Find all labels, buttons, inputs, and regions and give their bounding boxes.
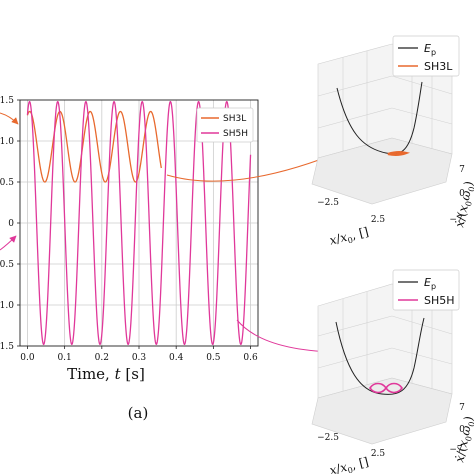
y-tick-label: 1.5 xyxy=(0,96,14,106)
y3d-tick-bottom-0: 7 xyxy=(459,403,465,413)
incoming-arrow-orange xyxy=(0,112,19,125)
series-lines xyxy=(26,100,252,346)
x-tick-label: 0.6 xyxy=(243,353,258,363)
x-tick-label: 0.2 xyxy=(95,353,109,363)
y3d-tick-bottom-2: −7 xyxy=(449,445,463,455)
legend-ep-top: Ep xyxy=(424,42,436,57)
x-tick-label: 0.0 xyxy=(20,353,35,363)
x3d-tick-bottom-2: 2.5 xyxy=(371,449,386,459)
legend-ep-bottom: Ep xyxy=(424,276,436,291)
potential-energy-curve xyxy=(335,317,425,395)
legend-sh5h-bottom: SH5H xyxy=(424,294,455,307)
y3d-tick-top-1: 0 xyxy=(459,189,465,199)
legend-label-sh3l: SH3L xyxy=(223,114,246,124)
y3d-tick-top-0: 7 xyxy=(459,165,465,175)
panel-caption: (a) xyxy=(128,404,149,422)
phase-space-3d-top: Ep SH3L −2.5 2.5 7 0 −7 x/x0, [] ẋ/(x0ω0… xyxy=(311,35,474,250)
y-tick-label: 1.0 xyxy=(0,137,14,147)
series-line-sh3l xyxy=(26,110,162,183)
x-tick-label: 0.4 xyxy=(169,353,184,363)
time-series-plot: 0.0 0.1 0.2 0.3 0.4 0.5 0.6 1.51.00.500.51.01.… xyxy=(0,96,259,422)
pane-floor xyxy=(311,377,453,445)
legend-3d-top: Ep SH3L xyxy=(392,35,460,77)
series-line-sh5h xyxy=(26,100,252,346)
x3d-tick-top-2: 2.5 xyxy=(371,215,386,225)
x-tick-label: 0.5 xyxy=(206,353,221,363)
y-tick-label: 0.5 xyxy=(0,178,14,188)
y-tick-label: 0.5 xyxy=(0,260,14,270)
y3d-label-top: ẋ/(x0ω0) xyxy=(452,180,474,229)
legend: SH3L SH5H xyxy=(196,107,254,143)
x3d-tick-top-0: −2.5 xyxy=(317,198,339,208)
x3d-label-top: x/x0, [] xyxy=(328,225,370,250)
y-tick-label: 0 xyxy=(8,219,14,229)
y-tick-label: 1.5 xyxy=(0,342,14,352)
x-axis-label: Time, t [s] xyxy=(67,365,145,383)
y3d-tick-top-2: −7 xyxy=(449,215,463,225)
x-tick-label: 0.3 xyxy=(132,353,147,363)
x-tick-label: 0.1 xyxy=(57,353,71,363)
x-ticks: 0.0 0.1 0.2 0.3 0.4 0.5 0.6 xyxy=(20,346,258,363)
y-ticks: 1.5 1.0 0.5 0 0.5 1.0 1.5 xyxy=(0,96,20,352)
legend-sh3l-top: SH3L xyxy=(424,60,453,73)
x3d-label-bottom: x/x0, [] xyxy=(328,455,370,474)
phase-space-3d-bottom: Ep SH5H −2.5 2.5 7 0 −7 x/x0, [] ẋ/(x0ω0… xyxy=(311,269,474,474)
pane-grid xyxy=(317,290,453,391)
y3d-tick-bottom-1: 0 xyxy=(459,425,465,435)
orbit-sh5h xyxy=(369,382,403,394)
incoming-arrow-pink xyxy=(0,235,17,251)
pane-floor xyxy=(311,137,453,205)
legend-label-sh5h: SH5H xyxy=(223,129,248,139)
y-tick-label: 1.0 xyxy=(0,301,14,311)
orbit-sh3l xyxy=(387,151,411,156)
y3d-label-bottom: ẋ/(x0ω0) xyxy=(452,415,474,464)
x3d-tick-bottom-0: −2.5 xyxy=(317,433,339,443)
legend-3d-bottom: Ep SH5H xyxy=(392,269,460,311)
